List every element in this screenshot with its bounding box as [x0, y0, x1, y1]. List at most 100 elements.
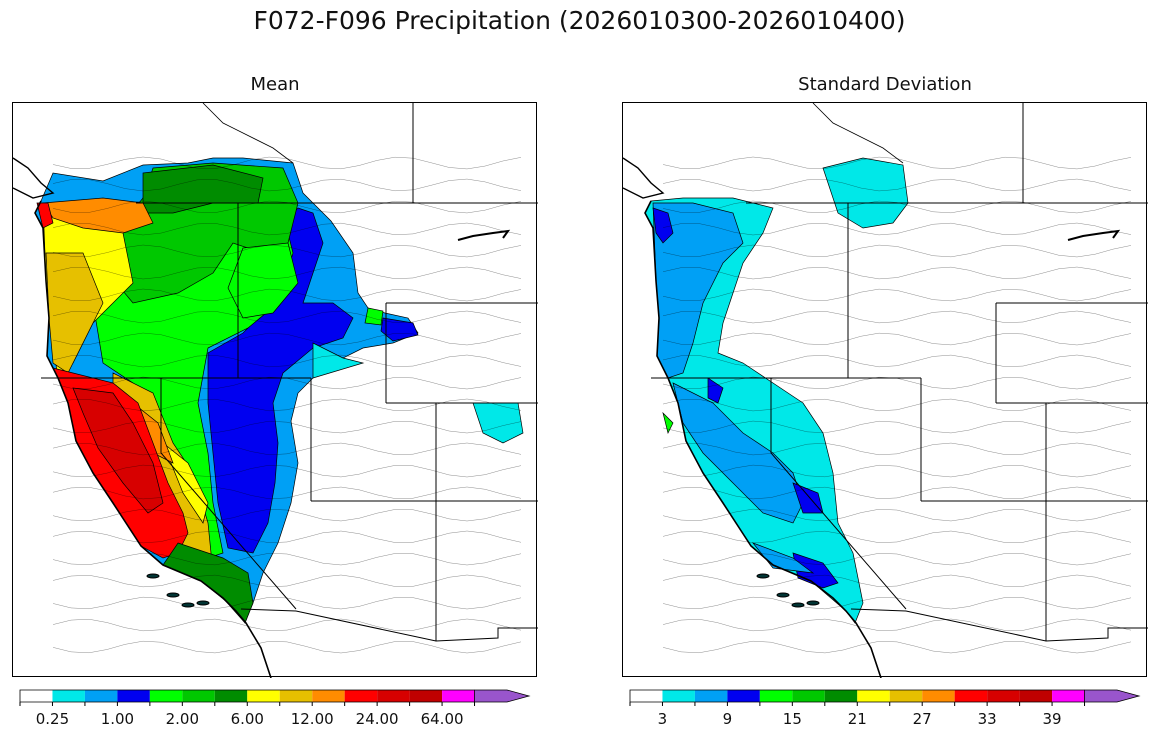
stddev-colorbar-bar: [629, 689, 1141, 706]
colorbar-segment: [279, 690, 313, 702]
mean-colorbar-label: 1.00: [100, 710, 135, 728]
precip-region: [312, 342, 365, 379]
basin-boundary: [662, 464, 1132, 478]
basin-boundary: [52, 222, 522, 236]
basin-boundary: [52, 420, 522, 434]
colorbar-segment: [1019, 690, 1053, 702]
basin-boundary: [662, 508, 1132, 522]
channel-island: [776, 592, 790, 598]
basin-boundaries: [662, 156, 1132, 654]
basin-boundary: [662, 354, 1132, 368]
stddev-panel-title: Standard Deviation: [798, 74, 972, 95]
basin-boundary: [662, 574, 1132, 588]
colorbar-segment: [442, 690, 475, 702]
mean-colorbar-label: 0.25: [35, 710, 70, 728]
colorbar-segment: [922, 690, 955, 702]
precip-region: [380, 317, 419, 342]
figure-title: F072-F096 Precipitation (2026010300-2026…: [253, 6, 906, 35]
colorbar-segment: [889, 690, 923, 702]
stddev-colorbar-label: 33: [977, 710, 997, 728]
precip-region: [162, 441, 209, 524]
mean-colorbar: 0.25 1.00 2.00 6.00 12.00 24.00 64.00: [18, 688, 538, 738]
channel-island: [181, 602, 195, 608]
basin-boundary: [52, 486, 522, 500]
basin-boundary: [52, 552, 522, 566]
colorbar-segment: [117, 690, 150, 702]
channel-island: [146, 573, 160, 579]
stddev-colorbar-label: 9: [722, 710, 733, 728]
basin-boundary: [52, 244, 522, 258]
basin-boundary: [662, 420, 1132, 434]
basin-boundary: [662, 288, 1132, 302]
basin-boundary: [662, 332, 1132, 346]
channel-island: [806, 600, 820, 606]
stddev-colorbar-label: 21: [847, 710, 867, 728]
colorbar-segment: [344, 690, 378, 702]
basin-boundary: [52, 354, 522, 368]
stddev-colorbar-label: 39: [1042, 710, 1062, 728]
mean-colorbar-label: 6.00: [230, 710, 264, 728]
stddev-map-canvas: [623, 103, 1148, 678]
precip-region: [36, 202, 54, 229]
channel-island: [756, 573, 770, 579]
state-border: [770, 378, 907, 610]
mean-colorbar-label: 24.00: [355, 710, 399, 728]
basin-boundary: [52, 310, 522, 324]
precip-region: [652, 207, 674, 244]
colorbar-segment: [1052, 690, 1085, 702]
precip-region: [707, 377, 724, 404]
colorbar-segment: [377, 690, 410, 702]
basin-boundary: [662, 486, 1132, 500]
channel-island: [196, 600, 210, 606]
colorbar-segment: [52, 690, 85, 702]
colorbar-segment: [312, 690, 345, 702]
stddev-colorbar-label: 3: [657, 710, 668, 728]
precip-region: [207, 207, 354, 554]
colorbar-segment: [792, 690, 825, 702]
precip-region: [792, 552, 839, 589]
colorbar-segment: [149, 690, 183, 702]
colorbar-segment: [409, 690, 443, 702]
stddev-colorbar-label: 15: [782, 710, 802, 728]
precip-region: [662, 411, 674, 435]
lake-outline: [457, 229, 511, 241]
colorbar-segment: [727, 690, 760, 702]
colorbar-segment: [214, 690, 248, 702]
basin-boundary: [52, 464, 522, 478]
basin-boundary: [52, 266, 522, 280]
colorbar-segment: [857, 690, 890, 702]
mean-colorbar-bar: [19, 689, 531, 706]
precip-region: [42, 197, 154, 234]
precip-region: [364, 307, 384, 326]
basin-boundary: [52, 442, 522, 456]
coastline: [34, 200, 272, 678]
mountain-ridge-line: [812, 103, 904, 164]
basin-boundary: [52, 574, 522, 588]
state-border: [240, 608, 538, 642]
basin-boundary: [52, 332, 522, 346]
mountain-ridge-line: [202, 103, 294, 164]
colorbar-segment: [84, 690, 118, 702]
colorbar-segment: [759, 690, 793, 702]
precip-region: [227, 242, 299, 319]
precip-region: [672, 382, 804, 524]
channel-island: [166, 592, 180, 598]
colorbar-segment: [630, 690, 663, 702]
basin-boundary: [662, 640, 1132, 654]
vancouver-island-coast: [623, 157, 665, 199]
channel-island: [791, 602, 805, 608]
colorbar-extend-arrow: [1084, 689, 1141, 703]
basin-boundaries: [52, 156, 522, 654]
basin-boundary: [662, 618, 1132, 632]
stddev-colorbar: 3 9 15 21 27 33 39: [628, 688, 1148, 738]
colorbar-segment: [182, 690, 215, 702]
state-border: [260, 647, 272, 678]
colorbar-segment: [987, 690, 1020, 702]
basin-boundary: [52, 530, 522, 544]
basin-boundary: [52, 618, 522, 632]
colorbar-segment: [824, 690, 858, 702]
basin-boundary: [662, 310, 1132, 324]
state-border: [160, 378, 297, 610]
colorbar-extend-arrow: [474, 689, 531, 703]
